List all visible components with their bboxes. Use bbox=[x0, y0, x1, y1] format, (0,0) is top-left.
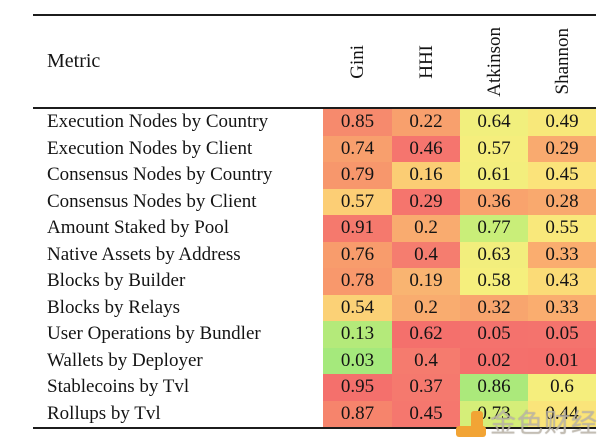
value-cell: 0.55 bbox=[528, 215, 596, 242]
table-row: Execution Nodes by Country 0.85 0.22 0.64 0.… bbox=[33, 109, 596, 136]
watermark-text: 金色财经 bbox=[489, 409, 598, 439]
value-cell: 0.58 bbox=[460, 268, 528, 295]
value-cell: 0.13 bbox=[323, 321, 392, 348]
table-row: Blocks by Builder 0.78 0.19 0.58 0.43 bbox=[33, 268, 596, 295]
value-cell: 0.95 bbox=[323, 374, 392, 401]
value-cell: 0.33 bbox=[528, 294, 596, 321]
value-cell: 0.16 bbox=[392, 162, 460, 189]
value-cell: 0.29 bbox=[392, 188, 460, 215]
value-cell: 0.2 bbox=[392, 215, 460, 242]
table-row: Execution Nodes by Client 0.74 0.46 0.57 0.2… bbox=[33, 135, 596, 162]
mid-rule bbox=[33, 107, 596, 109]
value-cell: 0.37 bbox=[392, 374, 460, 401]
value-cell: 0.28 bbox=[528, 188, 596, 215]
value-cell: 0.45 bbox=[392, 400, 460, 427]
value-cell: 0.33 bbox=[528, 241, 596, 268]
table-body: Execution Nodes by Country 0.85 0.22 0.64 0.… bbox=[33, 109, 596, 427]
value-cell: 0.05 bbox=[528, 321, 596, 348]
metric-cell: Execution Nodes by Country bbox=[47, 111, 269, 133]
metric-cell: Consensus Nodes by Country bbox=[47, 164, 273, 186]
jinse-finance-logo-icon bbox=[455, 409, 486, 437]
metric-cell: Rollups by Tvl bbox=[47, 402, 161, 424]
column-header-gini: Gini bbox=[347, 44, 368, 79]
value-cell: 0.49 bbox=[528, 109, 596, 136]
metric-cell: Wallets by Deployer bbox=[47, 349, 203, 371]
table-row: Amount Staked by Pool 0.91 0.2 0.77 0.55 bbox=[33, 215, 596, 242]
value-cell: 0.74 bbox=[323, 135, 392, 162]
table-row: Stablecoins by Tvl 0.95 0.37 0.86 0.6 bbox=[33, 374, 596, 401]
value-cell: 0.32 bbox=[460, 294, 528, 321]
metric-cell: Native Assets by Address bbox=[47, 243, 241, 265]
table-row: Consensus Nodes by Client 0.57 0.29 0.36 0.2… bbox=[33, 188, 596, 215]
value-cell: 0.45 bbox=[528, 162, 596, 189]
value-cell: 0.2 bbox=[392, 294, 460, 321]
table-row: Consensus Nodes by Country 0.79 0.16 0.61 0.… bbox=[33, 162, 596, 189]
metric-cell: Stablecoins by Tvl bbox=[47, 376, 190, 398]
value-cell: 0.19 bbox=[392, 268, 460, 295]
bottom-rule bbox=[33, 427, 596, 429]
value-cell: 0.29 bbox=[528, 135, 596, 162]
value-cell: 0.36 bbox=[460, 188, 528, 215]
value-cell: 0.4 bbox=[392, 241, 460, 268]
table-header-row: Metric Gini HHI Atkinson Shannon bbox=[33, 16, 596, 107]
value-cell: 0.57 bbox=[460, 135, 528, 162]
value-cell: 0.54 bbox=[323, 294, 392, 321]
value-cell: 0.79 bbox=[323, 162, 392, 189]
metric-cell: Blocks by Builder bbox=[47, 270, 186, 292]
value-cell: 0.02 bbox=[460, 347, 528, 374]
metric-cell: Blocks by Relays bbox=[47, 296, 180, 318]
logo-bar-right bbox=[470, 411, 483, 437]
table-row: Blocks by Relays 0.54 0.2 0.32 0.33 bbox=[33, 294, 596, 321]
value-cell: 0.61 bbox=[460, 162, 528, 189]
value-cell: 0.77 bbox=[460, 215, 528, 242]
value-cell: 0.4 bbox=[392, 347, 460, 374]
value-cell: 0.01 bbox=[528, 347, 596, 374]
metric-cell: User Operations by Bundler bbox=[47, 323, 261, 345]
value-cell: 0.63 bbox=[460, 241, 528, 268]
table-row: User Operations by Bundler 0.13 0.62 0.05 0.… bbox=[33, 321, 596, 348]
value-cell: 0.44 bbox=[528, 400, 596, 427]
value-cell: 0.43 bbox=[528, 268, 596, 295]
value-cell: 0.6 bbox=[528, 374, 596, 401]
heatmap-table: Metric Gini HHI Atkinson Shannon Executi… bbox=[33, 14, 596, 429]
value-cell: 0.03 bbox=[323, 347, 392, 374]
value-cell: 0.78 bbox=[323, 268, 392, 295]
value-cell: 0.22 bbox=[392, 109, 460, 136]
metric-cell: Consensus Nodes by Client bbox=[47, 190, 257, 212]
metric-cell: Amount Staked by Pool bbox=[47, 217, 230, 239]
value-cell: 0.46 bbox=[392, 135, 460, 162]
top-rule bbox=[33, 14, 596, 16]
value-cell: 0.57 bbox=[323, 188, 392, 215]
column-header-atkinson: Atkinson bbox=[483, 26, 505, 97]
value-cell: 0.76 bbox=[323, 241, 392, 268]
watermark: 金色财经 bbox=[455, 409, 598, 439]
value-cell: 0.62 bbox=[392, 321, 460, 348]
table-row: Native Assets by Address 0.76 0.4 0.63 0.33 bbox=[33, 241, 596, 268]
table-row: Wallets by Deployer 0.03 0.4 0.02 0.01 bbox=[33, 347, 596, 374]
metric-column-header: Metric bbox=[47, 50, 101, 72]
column-header-hhi: HHI bbox=[415, 44, 437, 79]
value-cell: 0.85 bbox=[323, 109, 392, 136]
value-cell: 0.86 bbox=[460, 374, 528, 401]
value-cell: 0.91 bbox=[323, 215, 392, 242]
metric-cell: Execution Nodes by Client bbox=[47, 137, 253, 159]
value-cell: 0.87 bbox=[323, 400, 392, 427]
column-header-shannon: Shannon bbox=[551, 28, 573, 95]
value-cell: 0.64 bbox=[460, 109, 528, 136]
value-cell: 0.05 bbox=[460, 321, 528, 348]
